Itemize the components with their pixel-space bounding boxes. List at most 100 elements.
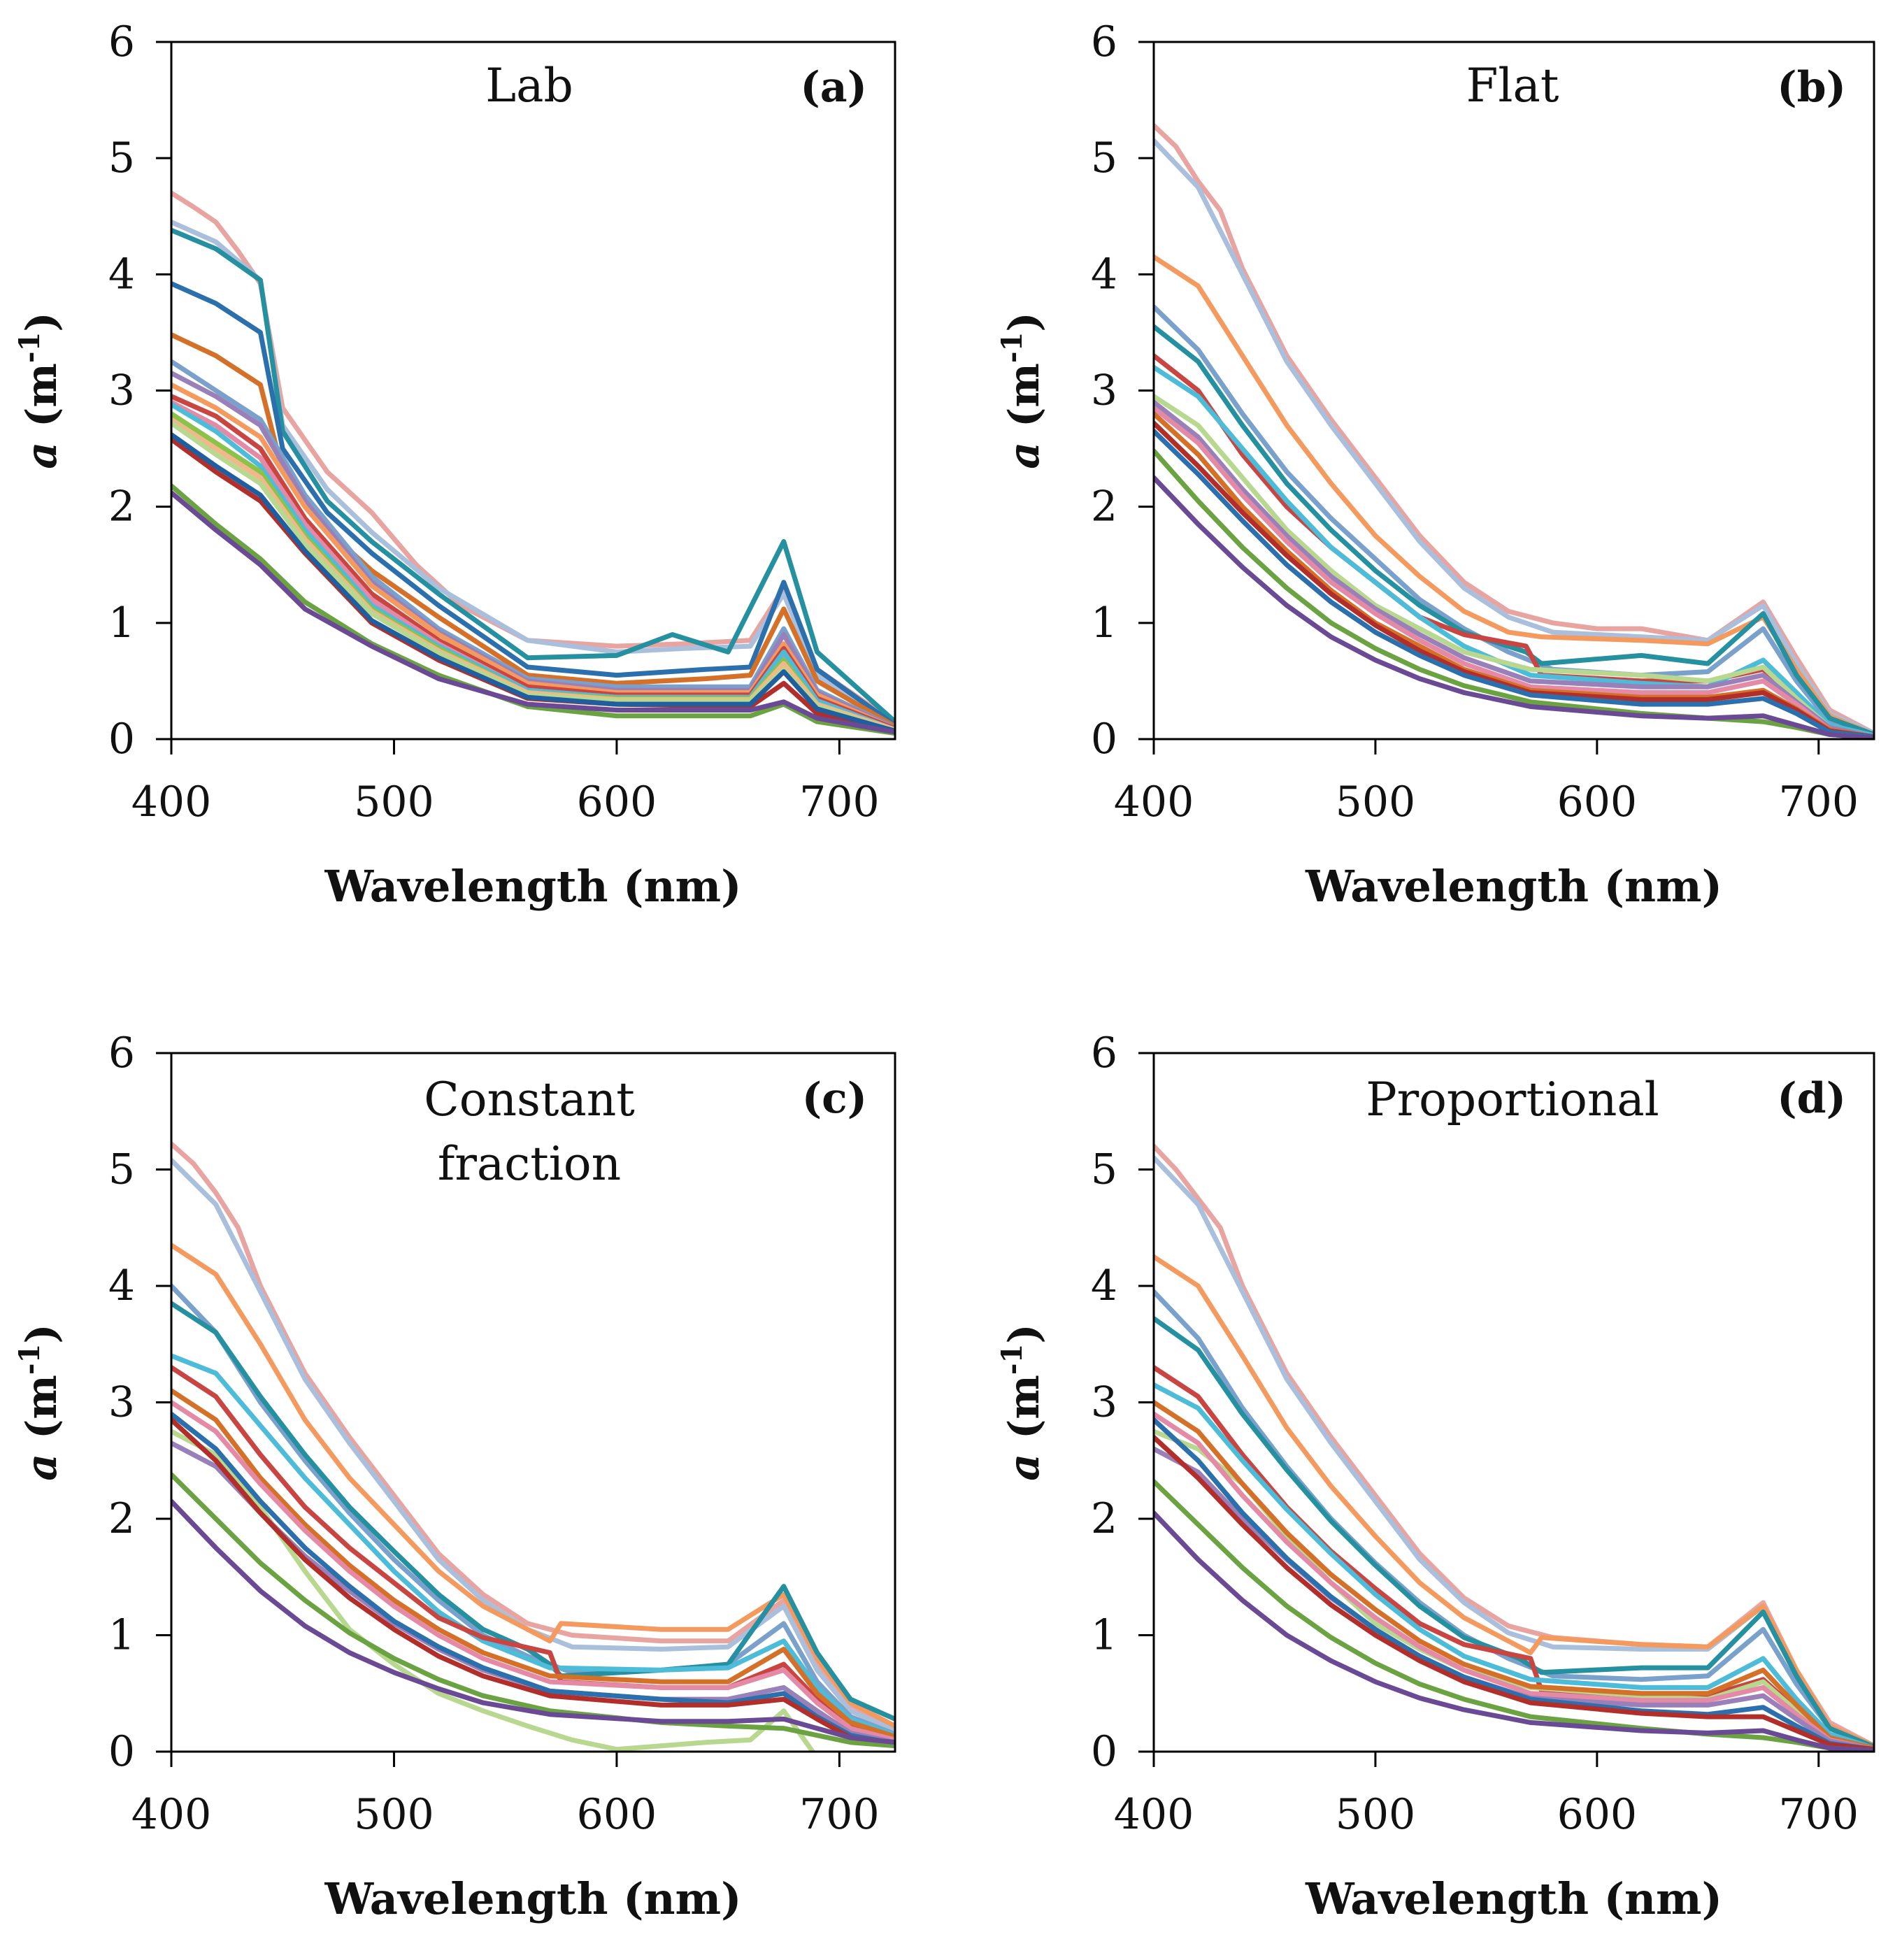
series-line-7 bbox=[1154, 364, 1874, 738]
series-line-14 bbox=[1154, 1479, 1874, 1752]
series-group bbox=[1154, 123, 1874, 739]
x-tick-label: 600 bbox=[1557, 778, 1638, 827]
series-line-6 bbox=[171, 1353, 895, 1738]
y-tick-label: 3 bbox=[108, 1378, 135, 1427]
y-tick-label: 1 bbox=[108, 599, 135, 648]
series-line-9 bbox=[1154, 399, 1874, 739]
y-tick-label: 0 bbox=[108, 1727, 135, 1776]
x-tick-label: 500 bbox=[1336, 1790, 1416, 1839]
panel-label: (c) bbox=[802, 1074, 867, 1123]
series-group bbox=[1154, 1143, 1874, 1752]
series-line-14 bbox=[171, 1472, 895, 1749]
y-tick-label: 4 bbox=[1091, 250, 1117, 299]
y-tick-label: 4 bbox=[108, 1261, 135, 1310]
series-line-4 bbox=[171, 281, 895, 728]
series-line-15 bbox=[1154, 475, 1874, 739]
y-axis-label: a (m-1) bbox=[996, 312, 1049, 468]
x-axis-label: Wavelength (nm) bbox=[324, 861, 742, 912]
series-line-16 bbox=[171, 432, 895, 734]
chart-panel-4: 0 1 2 3 4 5 6 400 500 600 700 Wavelength (nm) a (m-1… bbox=[996, 1029, 1875, 1924]
x-tick-label: 700 bbox=[799, 1790, 880, 1839]
series-line-13 bbox=[171, 1417, 895, 1747]
y-tick-label: 2 bbox=[108, 482, 135, 531]
y-tick-label: 5 bbox=[108, 134, 135, 183]
series-line-8 bbox=[171, 382, 895, 731]
series-line-7 bbox=[171, 1365, 895, 1740]
series-line-4 bbox=[171, 1283, 895, 1737]
y-axis-label-symbol: a bbox=[1000, 1454, 1049, 1481]
y-axis-label-exponent: -1 bbox=[13, 332, 46, 363]
series-line-9 bbox=[1154, 1400, 1874, 1751]
panel-annotation: Constant bbox=[424, 1073, 635, 1126]
panel-label: (d) bbox=[1777, 1074, 1846, 1123]
panel-label: (b) bbox=[1777, 63, 1846, 112]
x-tick-label: 600 bbox=[577, 1790, 657, 1839]
y-tick-label: 6 bbox=[1091, 1029, 1117, 1078]
y-tick-label: 2 bbox=[108, 1494, 135, 1543]
y-axis-label-close: ) bbox=[1000, 312, 1049, 331]
series-line-12 bbox=[171, 1411, 895, 1746]
x-tick-label: 400 bbox=[131, 1790, 212, 1839]
y-tick-label: 6 bbox=[108, 17, 135, 66]
series-line-9 bbox=[171, 1388, 895, 1739]
y-tick-label: 3 bbox=[1091, 366, 1117, 415]
x-axis-label: Wavelength (nm) bbox=[1305, 1873, 1722, 1924]
x-tick-label: 400 bbox=[131, 778, 212, 827]
y-tick-label: 4 bbox=[1091, 1261, 1117, 1310]
chart-panel-3: 0 1 2 3 4 5 6 400 500 600 700 Wavelength (nm) a (m-1… bbox=[13, 1029, 896, 1924]
y-tick-label: 2 bbox=[1091, 482, 1117, 531]
x-tick-label: 700 bbox=[1779, 778, 1859, 827]
series-line-10 bbox=[171, 1400, 895, 1743]
series-line-3 bbox=[171, 227, 895, 724]
x-tick-label: 500 bbox=[354, 1790, 434, 1839]
series-line-14 bbox=[1154, 448, 1874, 739]
series-group bbox=[171, 1141, 895, 1752]
x-tick-label: 400 bbox=[1114, 778, 1194, 827]
x-tick-label: 600 bbox=[1557, 1790, 1638, 1839]
y-tick-label: 6 bbox=[1091, 17, 1117, 66]
series-line-1 bbox=[171, 190, 895, 726]
y-axis-label: a (m-1) bbox=[13, 1324, 66, 1480]
chart-panel-2: 0 1 2 3 4 5 6 400 500 600 700 Wavelength (nm) a (m-1… bbox=[996, 17, 1875, 912]
plot-frame bbox=[1152, 1052, 1875, 1753]
series-line-18 bbox=[171, 490, 895, 735]
series-line-1 bbox=[1154, 123, 1874, 736]
x-tick-label: 700 bbox=[1779, 1790, 1859, 1839]
series-line-6 bbox=[171, 359, 895, 730]
panel-annotation: fraction bbox=[438, 1137, 621, 1191]
series-line-10 bbox=[1154, 405, 1874, 739]
y-tick-label: 0 bbox=[108, 715, 135, 764]
y-axis-label-unit: (m bbox=[17, 1375, 66, 1454]
series-group bbox=[171, 190, 895, 736]
x-tick-label: 500 bbox=[354, 778, 434, 827]
y-tick-label: 0 bbox=[1091, 715, 1117, 764]
series-line-1 bbox=[171, 1141, 895, 1731]
y-axis-label-symbol: a bbox=[17, 442, 66, 469]
y-axis-label-close: ) bbox=[17, 312, 66, 331]
panel-annotation: Flat bbox=[1466, 59, 1559, 113]
chart-panel-1: 0 1 2 3 4 5 6 400 500 600 700 Wavelength (nm) a (m-1… bbox=[13, 17, 896, 912]
panel-label: (a) bbox=[800, 63, 867, 112]
x-axis-label: Wavelength (nm) bbox=[324, 1873, 742, 1924]
series-line-12 bbox=[1154, 420, 1874, 739]
series-line-2 bbox=[171, 1157, 895, 1733]
x-tick-label: 600 bbox=[577, 778, 657, 827]
series-line-15 bbox=[171, 1498, 895, 1745]
y-tick-label: 1 bbox=[1091, 1611, 1117, 1660]
panel-annotation: Proportional bbox=[1366, 1073, 1659, 1126]
series-line-8 bbox=[1154, 394, 1874, 739]
y-axis-label-exponent: -1 bbox=[13, 1344, 46, 1375]
series-line-5 bbox=[171, 332, 895, 729]
y-tick-label: 1 bbox=[108, 1611, 135, 1660]
y-tick-label: 5 bbox=[108, 1145, 135, 1194]
y-axis-label-unit: (m bbox=[1000, 363, 1049, 442]
y-axis-label-unit: (m bbox=[1000, 1375, 1049, 1454]
series-line-13 bbox=[1154, 429, 1874, 739]
y-axis-label-symbol: a bbox=[1000, 442, 1049, 469]
series-line-2 bbox=[1154, 138, 1874, 736]
y-axis-label-unit: (m bbox=[17, 363, 66, 442]
y-tick-label: 3 bbox=[108, 366, 135, 415]
y-axis-label-exponent: -1 bbox=[996, 1344, 1029, 1375]
y-tick-label: 3 bbox=[1091, 1378, 1117, 1427]
